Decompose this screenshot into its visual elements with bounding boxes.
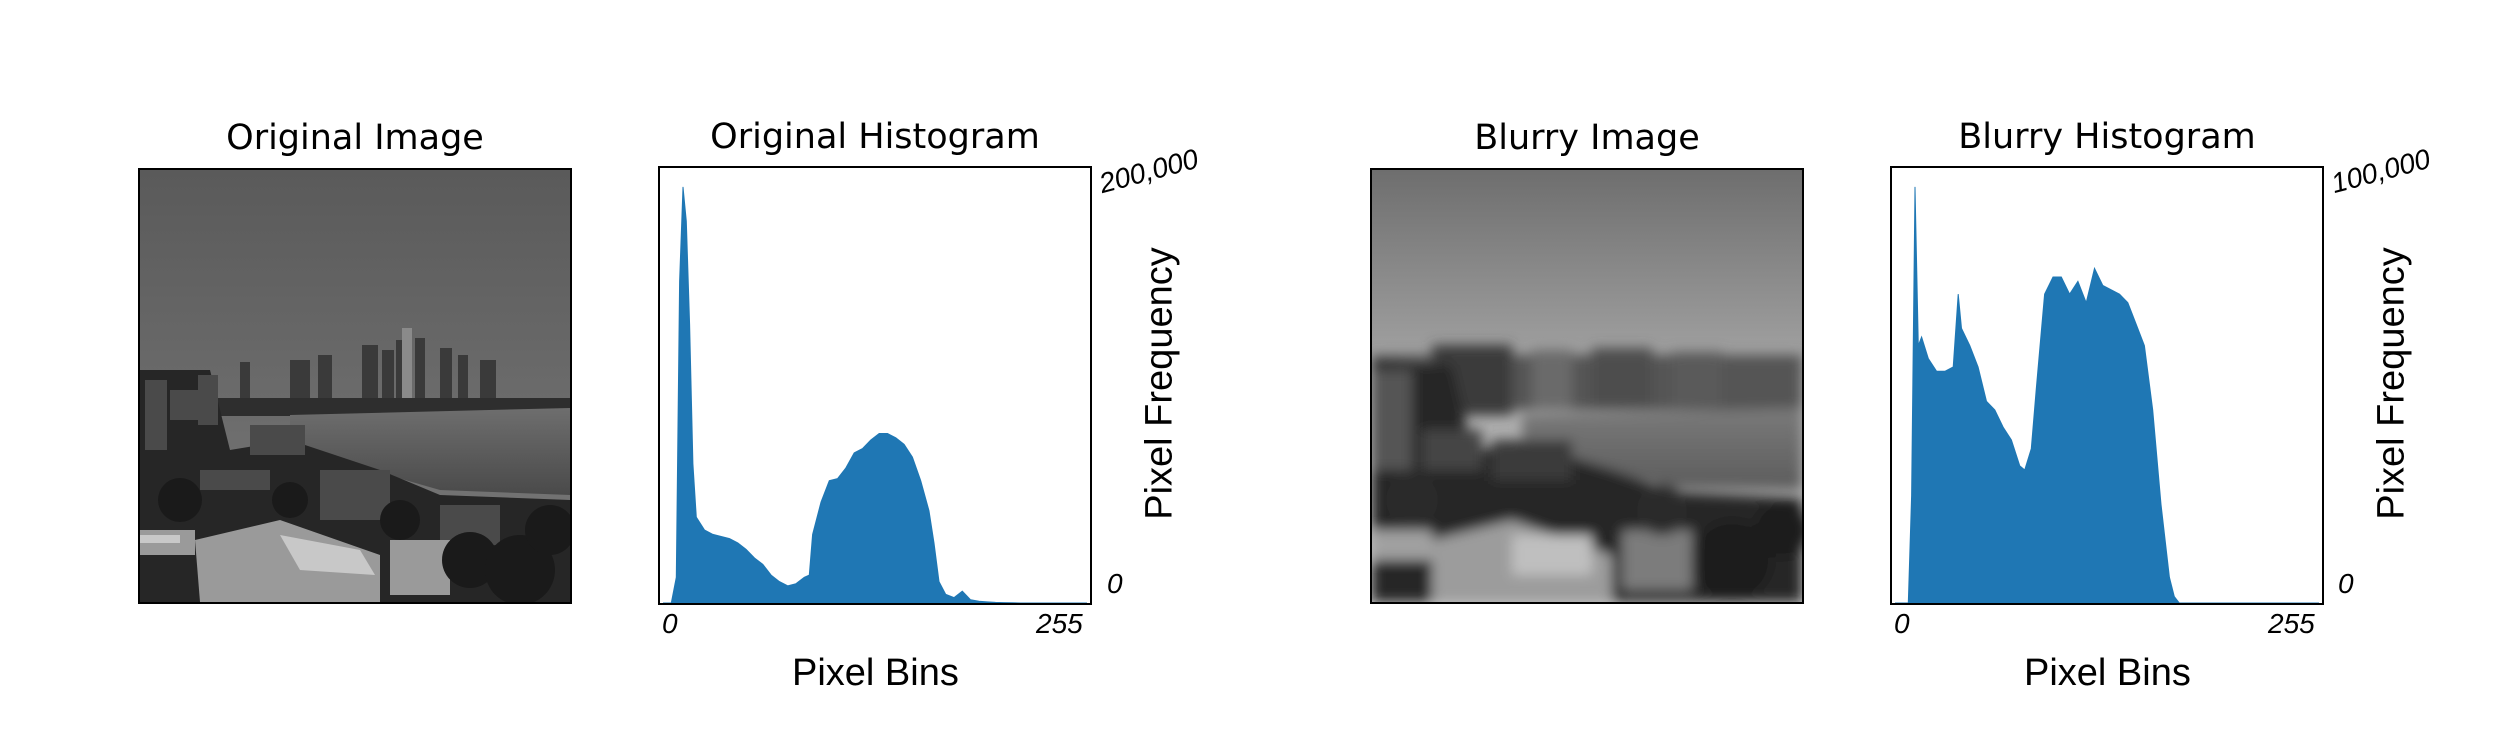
histogram-area-series — [1895, 186, 2319, 603]
histogram-area-series — [663, 186, 1087, 603]
blurry-x-axis-label: Pixel Bins — [2024, 652, 2191, 694]
original-y-tick-max: 200,000 — [1095, 142, 1202, 200]
original-image — [138, 168, 572, 604]
blurry-x-tick-min: 0 — [1894, 608, 1910, 639]
original-x-tick-max: 255 — [1036, 608, 1083, 639]
blurry-histogram-plot — [1890, 166, 2324, 605]
blurry-y-tick-max: 100,000 — [2327, 142, 2434, 200]
blurry-image-title: Blurry Image — [1474, 118, 1700, 158]
blurry-y-tick-min: 0 — [2338, 568, 2354, 599]
original-x-axis-label: Pixel Bins — [792, 652, 959, 694]
blurry-histogram-title: Blurry Histogram — [1958, 117, 2256, 157]
original-y-axis-label: Pixel Frequency — [1138, 247, 1181, 520]
original-x-tick-min: 0 — [662, 608, 678, 639]
original-y-tick-min: 0 — [1107, 568, 1123, 599]
blurry-image — [1370, 168, 1804, 604]
original-histogram-plot — [658, 166, 1092, 605]
original-image-title: Original Image — [226, 118, 484, 158]
blurry-y-axis-label: Pixel Frequency — [2370, 247, 2413, 520]
blurry-x-tick-max: 255 — [2268, 608, 2315, 639]
original-histogram-title: Original Histogram — [710, 117, 1040, 157]
